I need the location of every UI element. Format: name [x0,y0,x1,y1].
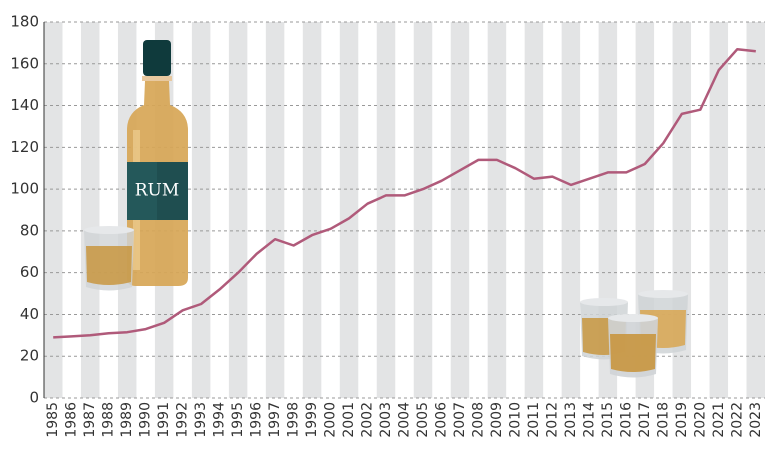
x-tick-label: 1996 [249,402,265,438]
band [561,22,581,398]
x-tick-label: 2020 [692,402,708,438]
x-tick-label: 2015 [600,402,616,438]
x-tick-label: 1998 [286,402,302,438]
x-tick-label: 2007 [452,402,468,438]
band [524,22,544,398]
band [746,22,765,398]
x-tick-label: 2019 [674,402,690,438]
x-tick-label: 2006 [433,402,449,438]
x-tick-label: 2016 [618,402,634,438]
x-tick-label: 2001 [341,402,357,438]
x-tick-label: 2018 [655,402,671,438]
x-tick-label: 1985 [45,402,61,438]
x-tick-label: 2013 [563,402,579,438]
x-tick-label: 2004 [397,402,413,438]
bottle-label: RUM [135,181,180,201]
x-tick-label: 2000 [323,402,339,438]
line [53,47,756,339]
x-tick-label: 2010 [507,402,523,438]
band [191,22,211,398]
x-tick-label: 1991 [156,402,172,438]
x-tick-label: 1999 [304,402,320,438]
x-tick-label: 2005 [415,402,431,438]
x-tick-label: 2017 [637,402,653,438]
y-tick-label: 140 [10,96,39,114]
x-tick-label: 1990 [138,402,154,438]
band [302,22,322,398]
x-tick-label: 1988 [101,402,117,438]
glasses [580,290,688,378]
band [339,22,359,398]
x-tick-label: 2012 [544,402,560,438]
x-tick-label: 2014 [581,402,597,438]
band [709,22,729,398]
x-tick-label: 2009 [489,402,505,438]
x-tick-label: 2002 [360,402,376,438]
band [413,22,433,398]
plot: 1985 1986 1987 1988 1989 1990 1991 1992 1993 1994… [10,13,763,438]
x-tick-label: 1989 [119,402,135,438]
y-tick-label: 100 [10,180,39,198]
y-tick-label: 80 [20,221,39,239]
x-tick-label: 2021 [711,402,727,438]
band [228,22,248,398]
x-tick-label: 2011 [526,402,542,438]
rum-bottle: RUM [127,40,188,286]
x-tick-label: 1992 [175,402,191,438]
x-tick-label: 2003 [378,402,394,438]
y-tick-label: 60 [20,263,39,281]
glass [84,226,134,291]
y-tick-label: 160 [10,54,39,72]
band [487,22,507,398]
band [80,22,100,398]
y-tick-label: 20 [20,347,39,365]
x-tick-label: 2022 [729,402,745,438]
y-tick-label: 180 [10,13,39,31]
y-tick-label: 120 [10,138,39,156]
x-tick-label: 1994 [212,402,228,438]
x-tick-label: 1997 [267,402,283,438]
x-tick-label: 2023 [748,402,764,438]
band [265,22,285,398]
y-tick-label: 0 [29,389,39,407]
x-tick-label: 1993 [193,402,209,438]
band [44,22,63,398]
x-tick-label: 2008 [470,402,486,438]
band [450,22,470,398]
x-tick-label: 1995 [230,402,246,438]
y-tick-label: 40 [20,305,39,323]
x-tick-label: 1987 [82,402,98,438]
x-tick-label: 1986 [64,402,80,438]
band [376,22,396,398]
